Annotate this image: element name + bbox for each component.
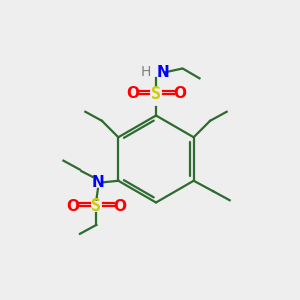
Text: O: O (67, 199, 80, 214)
Text: O: O (126, 86, 139, 101)
Text: O: O (173, 86, 186, 101)
Text: S: S (151, 85, 161, 103)
Text: O: O (113, 199, 126, 214)
Text: H: H (140, 65, 151, 79)
Text: N: N (92, 175, 104, 190)
Text: S: S (92, 197, 101, 215)
Text: N: N (157, 65, 169, 80)
